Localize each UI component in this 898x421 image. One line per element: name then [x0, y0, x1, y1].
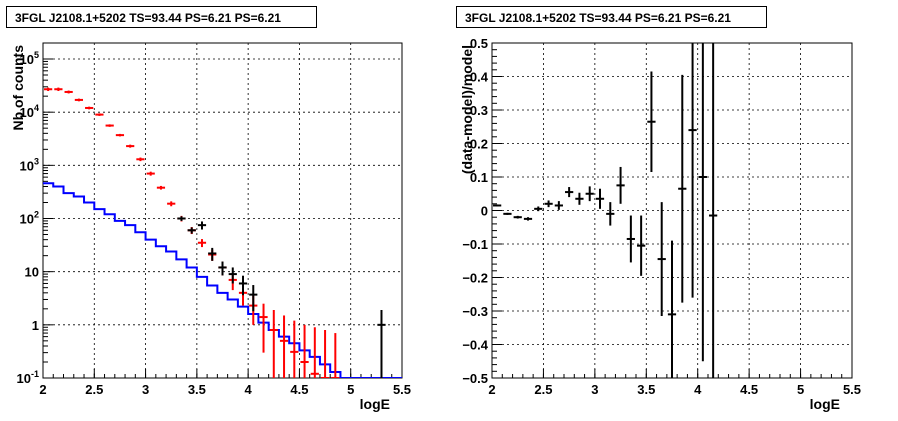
panel2-x-axis-title: logE	[810, 396, 840, 412]
panel2-series1-point	[554, 201, 563, 210]
panel2-x-tick-label: 5	[797, 382, 804, 397]
panel2-y-tick-label: −0.5	[462, 371, 488, 386]
panel2-series1-point	[657, 202, 666, 317]
right-chart-title: 3FGL J2108.1+5202 TS=93.44 PS=6.21 PS=6.…	[456, 6, 767, 28]
panel1-series2-point	[279, 315, 289, 378]
panel1-series2-point	[115, 133, 125, 137]
panel1-x-tick-label: 5.5	[393, 382, 411, 397]
panel2-series1-point	[565, 187, 574, 198]
panel2-series1-point	[493, 204, 502, 207]
panel2-y-tick-label: 0.2	[470, 137, 488, 152]
panel1-series2-point	[310, 327, 319, 378]
panel1-series2-point	[331, 333, 340, 378]
panel1-series3-point	[197, 221, 207, 230]
panel2-y-tick-label: 0.4	[470, 70, 489, 85]
panel2-y-tick-label: −0.1	[462, 237, 488, 252]
panel1-series3-point	[208, 247, 217, 261]
panel1-series3-point	[187, 227, 196, 234]
panel2-series1-point	[709, 43, 718, 378]
panel1-x-tick-label: 3	[142, 382, 149, 397]
panel2-y-tick-label: −0.3	[462, 304, 488, 319]
panel2-x-tick-label: 4	[694, 382, 702, 397]
panel2-y-tick-label: 0.1	[470, 170, 488, 185]
panel1-series2-point	[95, 113, 104, 116]
panel2-series1-point	[626, 215, 635, 263]
panel2-x-tick-label: 2	[488, 382, 495, 397]
panel1-series2-point	[269, 310, 278, 378]
panel2-series1-point	[523, 217, 533, 221]
panel1-series3-point	[218, 261, 227, 276]
panel1-series2-point	[146, 171, 155, 176]
panel1-series2-point	[126, 144, 135, 148]
panel1-series2-point	[44, 87, 53, 92]
panel1-y-axis-title: Nb of counts	[10, 45, 26, 131]
panel1-series2-point	[167, 201, 176, 207]
panel1-data-layer	[43, 87, 402, 378]
panel2-series1-point	[503, 212, 512, 215]
panel1-series2-point	[290, 320, 299, 378]
panel2-series1-point	[585, 186, 594, 202]
panel1-series3-point	[249, 285, 258, 312]
panel1-series2-point	[300, 324, 309, 378]
panel2-y-tick-label: 0.5	[470, 36, 488, 51]
panel1-plot-frame	[42, 42, 403, 379]
panel2-series1-point	[688, 43, 697, 298]
panel2-x-tick-label: 4.5	[740, 382, 758, 397]
panel1-x-tick-label: 2.5	[85, 382, 103, 397]
panel1-x-tick-label: 2	[39, 382, 46, 397]
panel1-series2-point	[64, 90, 73, 94]
panel1-series2-point	[74, 98, 84, 102]
panel1-series2-point	[105, 124, 114, 127]
panel1-x-axis-title: logE	[360, 396, 390, 412]
panel2-series1-point	[595, 188, 605, 209]
panel2-series1-point	[606, 202, 615, 226]
panel2-y-tick-label: 0.3	[470, 103, 488, 118]
panel1-x-tick-label: 3.5	[188, 382, 206, 397]
panel1-y-tick-label: 102	[20, 210, 39, 227]
panel2-y-tick-label: −0.2	[462, 271, 488, 286]
panel1-x-tick-label: 4.5	[290, 382, 308, 397]
panel1-y-tick-label: 105	[20, 50, 39, 67]
panel2-series1-point	[544, 200, 553, 208]
panel2-series1-point	[616, 166, 625, 204]
panel2-series1-point	[513, 215, 522, 219]
panel1-x-tick-label: 5	[347, 382, 354, 397]
panel1-series3-point	[177, 216, 186, 221]
panel1-x-tick-label: 4	[245, 382, 253, 397]
panel1-y-tick-label: 10-1	[17, 369, 39, 386]
panel2-y-axis-title: (data-model)/model	[459, 45, 475, 174]
panel2-series1-point	[698, 43, 707, 362]
panel2-y-tick-label: −0.4	[462, 338, 488, 353]
panel1-y-tick-label: 104	[20, 103, 39, 120]
panel1-y-tick-label: 103	[20, 156, 39, 173]
panel2-x-tick-label: 3.5	[637, 382, 655, 397]
panel2-x-tick-label: 3	[591, 382, 598, 397]
panel1-y-tick-label: 1	[32, 318, 39, 333]
panel1-series2-point	[197, 239, 207, 248]
panel2-x-tick-label: 5.5	[843, 382, 861, 397]
panel1-series3-point	[228, 267, 237, 284]
panel1-series2-point	[85, 106, 94, 110]
panel2-series1-point	[575, 192, 584, 205]
panel2-series1-point	[667, 240, 677, 378]
panel1-series2-point	[136, 157, 145, 162]
panel1-series3-point	[238, 275, 248, 296]
panel2-data-layer	[493, 43, 718, 378]
panel2-series1-point	[637, 215, 646, 276]
panel2-series1-point	[647, 71, 656, 172]
left-chart-title: 3FGL J2108.1+5202 TS=93.44 PS=6.21 PS=6.…	[6, 6, 317, 28]
panel1-series2-point	[320, 329, 330, 378]
panel2-series1-point	[534, 206, 543, 212]
panel2-y-tick-label: 0	[481, 204, 488, 219]
panel2-series1-point	[678, 74, 687, 303]
panel1-y-tick-label: 10	[25, 265, 39, 280]
panel1-series2-point	[156, 185, 166, 190]
panel1-series1-step-line	[43, 182, 402, 378]
panel2-x-tick-label: 2.5	[534, 382, 552, 397]
panel1-series2-point	[259, 303, 268, 353]
panel1-series3-point	[377, 310, 386, 378]
panel1-series2-point	[54, 87, 63, 92]
